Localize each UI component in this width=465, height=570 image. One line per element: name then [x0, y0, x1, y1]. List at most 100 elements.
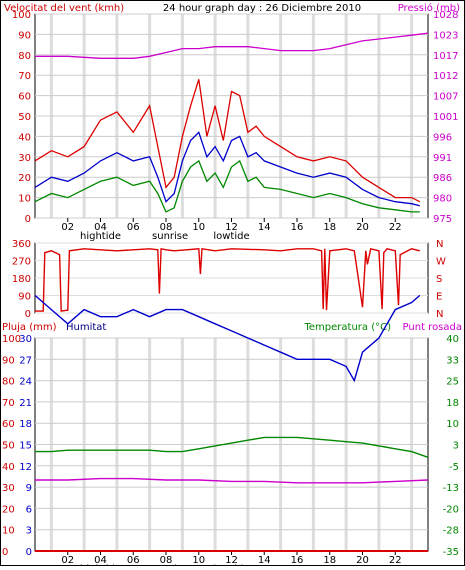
- temperature-tick-label: 33: [446, 355, 459, 366]
- pressure-right-tick-label: 1023: [433, 30, 458, 41]
- temperature-tick-label: 10: [446, 419, 459, 430]
- rain-tick-label: 10: [2, 526, 15, 537]
- rain-tick-label: 30: [2, 483, 15, 494]
- humidity-tick-label: 12: [19, 462, 32, 473]
- wind-x-tick-label: 10: [192, 222, 205, 233]
- wind-left-tick-label: 100: [12, 10, 31, 21]
- wind-left-tick-label: 40: [18, 132, 31, 143]
- weather-series-line-2: [35, 477, 429, 484]
- wind-axis-title: Velocitat del vent (kmh): [4, 3, 124, 14]
- pressure-right-tick-label: 975: [433, 214, 452, 225]
- weather-x-tick-label: 04: [94, 555, 107, 566]
- humidity-tick-label: 9: [26, 483, 32, 494]
- wind-left-tick-label: 70: [18, 71, 31, 82]
- humidity-tick-label: 0: [26, 547, 32, 558]
- rain-tick-label: 0: [2, 547, 8, 558]
- temperature-tick-label: 3: [453, 441, 459, 452]
- weather-x-tick-label: 14: [258, 555, 271, 566]
- wind-event-label: lowtide: [213, 231, 249, 242]
- weather-x-tick-label: 22: [389, 555, 402, 566]
- wind-left-tick-label: 0: [25, 214, 31, 225]
- temperature-axis-title: Temperatura (°C): [303, 322, 391, 333]
- humidity-tick-label: 18: [19, 419, 32, 430]
- wind-left-tick-label: 30: [18, 153, 31, 164]
- temperature-tick-label: -28: [443, 526, 459, 537]
- humidity-tick-label: 27: [19, 355, 32, 366]
- wind-x-tick-label: 14: [258, 222, 271, 233]
- wind-left-tick-label: 10: [18, 194, 31, 205]
- pressure-right-tick-label: 986: [433, 173, 452, 184]
- humidity-tick-label: 21: [19, 398, 32, 409]
- rain-tick-label: 80: [2, 377, 15, 388]
- rain-tick-label: 100: [2, 334, 21, 345]
- wind-left-tick-label: 90: [18, 30, 31, 41]
- direction-right-tick-label: W: [436, 257, 446, 268]
- humidity-tick-label: 6: [26, 504, 32, 515]
- weather-x-tick-label: 12: [225, 555, 238, 566]
- rain-tick-label: 70: [2, 398, 15, 409]
- wind-series-line-1: [34, 131, 420, 207]
- wind-left-tick-label: 20: [18, 173, 31, 184]
- direction-right-tick-label: S: [436, 274, 442, 285]
- weather-series-line-0: [34, 294, 421, 383]
- weather-x-tick-label: 08: [160, 555, 173, 566]
- direction-left-tick-label: 0: [25, 309, 31, 320]
- wind-series-line-2: [34, 159, 420, 213]
- wind-event-label: sunrise: [152, 231, 188, 242]
- dewpoint-axis-title: Punt rosada: [403, 322, 462, 333]
- wind-x-tick-label: 18: [323, 222, 336, 233]
- humidity-tick-label: 30: [19, 334, 32, 345]
- direction-left-tick-label: 360: [12, 239, 31, 250]
- wind-left-tick-label: 60: [18, 92, 31, 103]
- weather-x-tick-label: 02: [61, 555, 74, 566]
- weather-series-line-1: [35, 436, 429, 458]
- wind-x-tick-label: 08: [160, 222, 173, 233]
- direction-right-tick-label: N: [436, 239, 443, 250]
- temperature-tick-label: -35: [443, 547, 459, 558]
- weather-x-tick-label: 18: [323, 555, 336, 566]
- rain-tick-label: 50: [2, 441, 15, 452]
- wind-x-tick-label: 02: [61, 222, 74, 233]
- humidity-tick-label: 24: [19, 377, 32, 388]
- wind-x-tick-label: 16: [291, 222, 304, 233]
- humidity-tick-label: 15: [19, 441, 32, 452]
- pressure-right-tick-label: 1028: [433, 10, 458, 21]
- humidity-axis-title: Humitat: [66, 322, 106, 333]
- wind-series-line-0: [34, 79, 421, 203]
- rain-axis-title: Pluja (mm): [2, 322, 57, 333]
- pressure-right-tick-label: 1007: [433, 92, 458, 103]
- direction-series-line-0: [35, 247, 420, 312]
- wind-series-line-3: [35, 32, 429, 59]
- direction-left-tick-label: 270: [12, 257, 31, 268]
- humidity-tick-label: 3: [26, 526, 32, 537]
- temperature-tick-label: 40: [446, 334, 459, 345]
- pressure-axis-title: Pressió (mb): [398, 2, 460, 14]
- temperature-tick-label: 25: [446, 377, 459, 388]
- pressure-right-tick-label: 1012: [433, 71, 458, 82]
- pressure-right-tick-label: 996: [433, 132, 452, 143]
- rain-tick-label: 40: [2, 462, 15, 473]
- pressure-right-tick-label: 991: [433, 153, 452, 164]
- direction-right-tick-label: E: [436, 292, 442, 303]
- wind-x-tick-label: 06: [127, 222, 140, 233]
- temperature-tick-label: -20: [443, 504, 459, 515]
- wind-left-tick-label: 50: [18, 112, 31, 123]
- weather-x-tick-label: 06: [127, 555, 140, 566]
- temperature-tick-label: 18: [446, 398, 459, 409]
- rain-tick-label: 90: [2, 355, 15, 366]
- direction-left-tick-label: 180: [12, 274, 31, 285]
- weather-x-tick-label: 20: [356, 555, 369, 566]
- direction-left-tick-label: 90: [18, 292, 31, 303]
- chart-title: 24 hour graph day : 26 Diciembre 2010: [163, 3, 361, 14]
- weather-x-tick-label: 16: [291, 555, 304, 566]
- rain-tick-label: 20: [2, 504, 15, 515]
- wind-x-tick-label: 04: [94, 222, 107, 233]
- wind-x-tick-label: 20: [356, 222, 369, 233]
- wind-x-tick-label: 12: [225, 222, 238, 233]
- pressure-right-tick-label: 1001: [433, 112, 458, 123]
- temperature-tick-label: -5: [449, 462, 459, 473]
- temperature-tick-label: -13: [443, 483, 459, 494]
- rain-tick-label: 60: [2, 419, 15, 430]
- weather-x-tick-label: 10: [192, 555, 205, 566]
